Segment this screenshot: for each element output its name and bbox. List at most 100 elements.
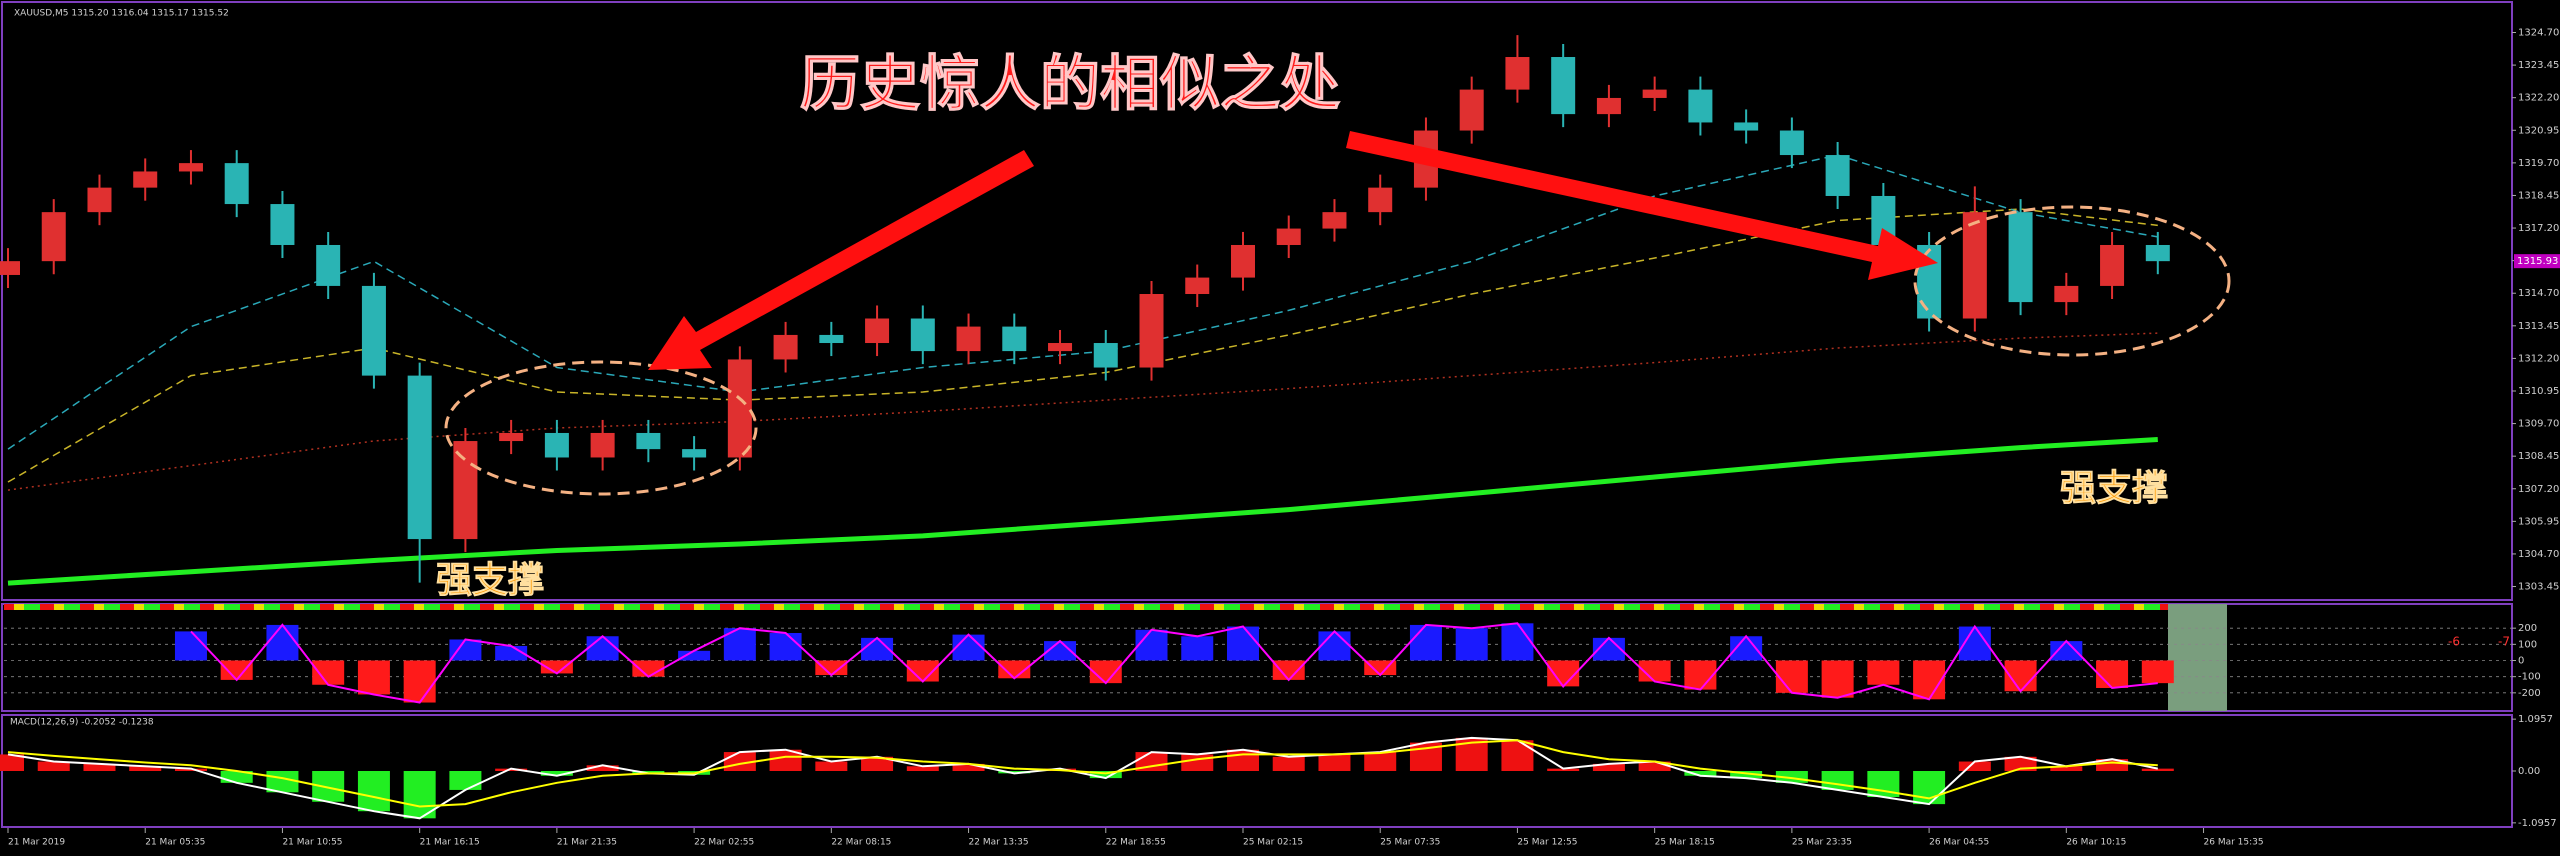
candle-body: [316, 244, 341, 286]
candle-body: [1459, 89, 1484, 131]
y-tick-label: 1320.95: [2518, 125, 2559, 136]
support-label: 强支撑: [436, 560, 544, 601]
histogram-bar: [1958, 761, 1991, 771]
y-tick-label: 1323.45: [2518, 60, 2559, 71]
candle-body: [1368, 187, 1393, 213]
histogram-bar: [2096, 660, 2129, 688]
histogram-bar: [1089, 660, 1122, 684]
histogram-bar: [998, 660, 1031, 679]
y-tick-label: 1305.95: [2518, 516, 2559, 527]
histogram-bar: [632, 660, 665, 677]
histogram-bar: [769, 633, 802, 661]
y-tick-label: 1317.20: [2518, 223, 2559, 234]
indicator-note: -7: [2498, 635, 2510, 649]
histogram-bar: [1547, 768, 1580, 771]
candle-body: [865, 318, 890, 344]
candle-body: [1688, 89, 1713, 123]
histogram-bar: [815, 660, 848, 676]
x-tick-label: 21 Mar 05:35: [145, 838, 205, 848]
candle-body: [1734, 122, 1759, 131]
candle-body: [1185, 277, 1210, 295]
candle-body: [636, 432, 661, 450]
histogram-bar: [952, 763, 985, 771]
candle-body: [407, 375, 432, 540]
histogram-bar: [1455, 628, 1488, 661]
x-tick-label: 26 Mar 10:15: [2066, 838, 2126, 848]
y-tick-label: 1313.45: [2518, 321, 2559, 332]
candle-body: [1093, 343, 1118, 368]
histogram-bar: [2141, 768, 2174, 771]
histogram-bar: [1821, 771, 1854, 790]
histogram-bar: [2050, 641, 2083, 661]
candle-body: [1505, 57, 1530, 90]
histogram-bar: [815, 761, 848, 771]
histogram-bar: [1318, 754, 1351, 771]
indicator-line: [190, 622, 2158, 704]
candle-body: [270, 204, 295, 245]
histogram-bar: [769, 749, 802, 771]
histogram-bar: [586, 765, 619, 771]
candle-body: [499, 432, 524, 442]
histogram-bar: [1181, 636, 1214, 661]
histogram-bar: [1867, 660, 1900, 685]
arrow: [648, 150, 1034, 370]
x-tick-label: 22 Mar 02:55: [694, 838, 754, 848]
x-tick-label: 26 Mar 04:55: [1929, 838, 1989, 848]
x-tick-label: 25 Mar 23:35: [1792, 838, 1852, 848]
histogram-bar: [312, 660, 345, 685]
histogram-bar: [906, 660, 939, 682]
candle-body: [41, 212, 66, 262]
histogram-bar: [220, 660, 253, 680]
y-tick-label: 1310.95: [2518, 386, 2559, 397]
histogram-bar: [1821, 660, 1854, 698]
candle-body: [1642, 89, 1667, 98]
histogram-bar: [495, 768, 528, 771]
x-tick-label: 26 Mar 15:35: [2204, 838, 2264, 848]
histogram-bar: [0, 754, 24, 771]
support-label: 强支撑: [2060, 468, 2168, 509]
histogram-bar: [1364, 660, 1397, 676]
y-tick-label: 1314.70: [2518, 288, 2559, 299]
histogram-bar: [1684, 771, 1717, 776]
candle-body: [2054, 285, 2079, 303]
histogram-bar: [312, 771, 345, 802]
y-tick-label: 1307.20: [2518, 484, 2559, 495]
histogram-bar: [174, 768, 207, 771]
histogram-bar: [1775, 771, 1808, 783]
candle-body: [1048, 343, 1073, 352]
moving-average: [7, 332, 2158, 491]
histogram-bar: [1775, 660, 1808, 693]
histogram-bar: [1089, 771, 1122, 779]
y-tick-label: 1309.70: [2518, 419, 2559, 430]
histogram-bar: [1501, 740, 1534, 771]
histogram-bar: [1592, 637, 1625, 661]
histogram-bar: [495, 645, 528, 661]
histogram-bar: [1501, 623, 1534, 661]
candle-body: [1779, 130, 1804, 156]
y-tick-label: 200: [2518, 623, 2537, 634]
histogram-bar: [266, 624, 299, 661]
y-tick-label: 1318.45: [2518, 190, 2559, 201]
x-tick-label: 25 Mar 18:15: [1655, 838, 1715, 848]
moving-average: [7, 154, 2158, 450]
histogram-bar: [540, 660, 573, 674]
x-tick-label: 22 Mar 08:15: [831, 838, 891, 848]
histogram-bar: [1638, 761, 1671, 771]
candle-body: [2100, 244, 2125, 286]
candle-body: [87, 187, 112, 213]
highlight-box: [2168, 604, 2227, 711]
main-panel-frame: [1, 1, 2513, 601]
histogram-bar: [861, 756, 894, 771]
histogram-bar: [403, 660, 436, 703]
y-tick-label: 0.00: [2518, 766, 2540, 777]
arrow: [1346, 131, 1938, 280]
y-tick-label: -100: [2518, 672, 2541, 683]
histogram-bar: [2141, 660, 2174, 684]
indicator-line: [7, 736, 2159, 820]
y-tick-label: 1304.70: [2518, 549, 2559, 560]
plot: 1324.70 1323.45 1322.20 1320.95 1319.70 1318.…: [0, 28, 2560, 848]
candle-body: [682, 449, 707, 458]
histogram-bar: [1226, 626, 1259, 661]
candle-body: [1230, 244, 1255, 278]
